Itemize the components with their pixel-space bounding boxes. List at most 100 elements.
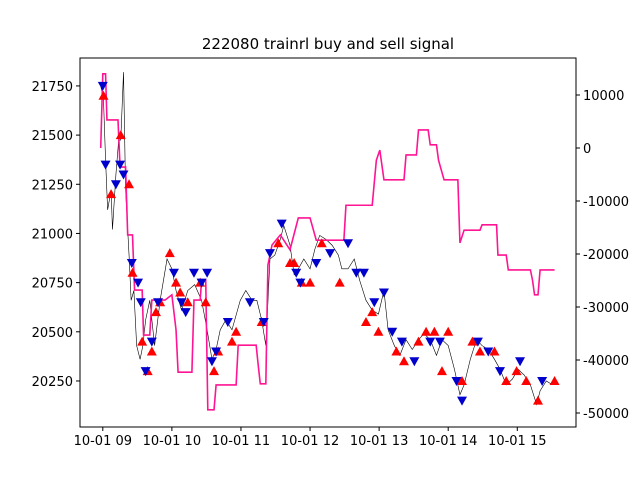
buy-marker [334,277,345,287]
sell-marker [483,347,494,357]
sell-marker [97,81,108,91]
sell-marker [118,170,129,180]
buy-marker [367,307,378,317]
sell-marker [457,396,468,406]
sell-marker [196,278,207,288]
sell-marker [202,268,213,278]
buy-marker [501,375,512,385]
sell-marker [369,298,380,308]
sell-marker [206,357,217,367]
sell-marker [291,268,302,278]
y-tick-label: 20250 [32,375,73,390]
sell-marker [311,258,322,268]
y-tick-label: 21250 [32,178,73,193]
buy-marker [489,346,500,356]
sell-marker [222,317,233,327]
sell-marker [343,239,354,249]
buy-marker [209,366,220,376]
sell-marker [515,357,526,367]
sell-marker [115,160,126,170]
chart-title: 222080 trainrl buy and sell signal [202,35,454,53]
x-tick-label: 10-01 11 [212,434,270,449]
buy-marker [391,346,402,356]
sell-marker [153,298,164,308]
y2-tick-label: -10000 [583,195,629,210]
buy-marker [115,130,126,140]
sell-marker [258,317,269,327]
x-tick-label: 10-01 10 [143,434,201,449]
buy-marker [457,375,468,385]
buy-marker [316,238,327,248]
buy-marker [289,257,300,267]
buy-marker [150,307,161,317]
buy-marker [436,366,447,376]
buy-marker [182,297,193,307]
sell-marker [276,219,287,229]
buy-marker [533,395,544,405]
sell-marker [264,249,275,259]
buy-marker [175,287,186,297]
sell-marker [133,278,144,288]
y2-tick-label: -30000 [583,301,629,316]
sell-marker [211,347,222,357]
buy-marker [231,326,242,336]
buy-marker [137,336,148,346]
buy-marker [429,326,440,336]
buy-marker [226,336,237,346]
sell-marker [451,376,462,386]
sell-marker [176,298,187,308]
sell-marker [495,367,506,377]
sell-marker [325,249,336,259]
sell-marker [387,327,398,337]
y2-tick-label: -50000 [583,407,629,422]
y-tick-label: 20750 [32,277,73,292]
y2-tick-label: 10000 [583,89,624,104]
sell-marker [180,308,191,318]
buy-marker [106,189,117,199]
buy-marker [200,297,211,307]
sell-marker [378,288,389,298]
y-tick-label: 21750 [32,80,73,95]
buy-marker [443,326,454,336]
buy-marker [146,346,157,356]
sell-marker [537,376,548,386]
line [100,72,553,406]
buy-marker [521,375,532,385]
sell-marker [434,337,445,347]
buy-marker [360,316,371,326]
y2-tick-label: -40000 [583,354,629,369]
y2-tick-label: 0 [583,142,591,157]
sell-marker [351,268,362,278]
sell-marker [358,268,369,278]
sell-marker [126,258,137,268]
buy-marker [467,336,478,346]
x-tick-label: 10-01 14 [419,434,477,449]
sell-marker [244,298,255,308]
buy-marker [413,336,424,346]
buy-marker [164,248,175,258]
buy-marker [549,375,560,385]
buy-marker [474,346,485,356]
buy-marker [305,277,316,287]
y-tick-label: 21000 [32,227,73,242]
sell-marker [472,337,483,347]
sell-marker [396,337,407,347]
buy-marker [98,90,109,100]
sell-marker [168,268,179,278]
plot-frame [79,57,577,428]
buy-marker [127,267,138,277]
sell-marker [146,337,157,347]
x-tick-label: 10-01 09 [74,434,132,449]
sell-marker [295,278,306,288]
sell-marker [100,160,111,170]
sell-marker [425,337,436,347]
buy-marker [373,326,384,336]
sell-marker [409,357,420,367]
x-tick-label: 10-01 12 [281,434,339,449]
x-tick-label: 10-01 15 [488,434,546,449]
buy-marker [398,356,409,366]
sell-marker [188,268,199,278]
sell-marker [110,180,121,190]
line [99,73,555,411]
buy-marker [273,238,284,248]
